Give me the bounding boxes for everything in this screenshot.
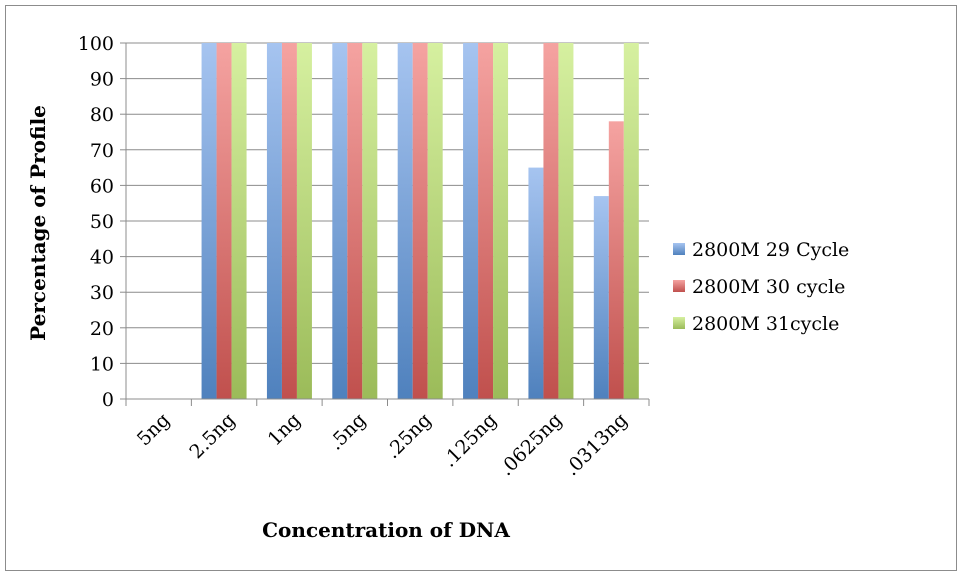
legend: 2800M 29 Cycle 2800M 30 cycle 2800M 31cycl… xyxy=(673,239,849,335)
legend-swatch xyxy=(673,243,685,255)
x-tick-label: 2.5ng xyxy=(185,409,239,463)
y-tick-label: 90 xyxy=(90,69,114,91)
chart-frame: 0 10 20 30 40 50 60 70 80 90 100 5ng 2.5ng 1ng .5ng .2… xyxy=(5,5,957,571)
y-tick-label: 50 xyxy=(90,211,114,233)
bar xyxy=(266,43,282,399)
bar xyxy=(623,43,639,399)
bar xyxy=(281,43,297,399)
y-tick-label: 30 xyxy=(90,282,114,304)
bar xyxy=(397,43,413,399)
bar xyxy=(608,121,624,399)
bar xyxy=(231,43,247,399)
y-tick-label: 10 xyxy=(90,353,114,375)
bar xyxy=(427,43,443,399)
x-axis-title: Concentration of DNA xyxy=(262,518,510,542)
y-tick-label: 60 xyxy=(90,175,114,197)
bar xyxy=(201,43,217,399)
y-axis-title: Percentage of Profile xyxy=(26,105,50,341)
x-tick-label: .125ng xyxy=(438,409,501,472)
x-tick-label: 1ng xyxy=(264,409,305,450)
x-tick-label: .25ng xyxy=(382,409,436,463)
x-tick-labels: 5ng 2.5ng 1ng .5ng .25ng .125ng.0625ng.0313ng xyxy=(133,409,632,480)
bar xyxy=(528,167,544,399)
bar xyxy=(558,43,574,399)
legend-swatch xyxy=(673,280,685,292)
x-tick-label: 5ng xyxy=(133,409,174,450)
y-tick-label: 40 xyxy=(90,247,114,269)
bar xyxy=(543,43,559,399)
x-tick-label: .0313ng xyxy=(561,409,632,480)
legend-label: 2800M 29 Cycle xyxy=(692,239,849,261)
y-tick-labels: 0 10 20 30 40 50 60 70 80 90 100 xyxy=(78,33,114,411)
bar xyxy=(412,43,428,399)
legend-label: 2800M 31cycle xyxy=(692,313,839,335)
legend-swatch xyxy=(673,317,685,329)
bar xyxy=(347,43,363,399)
x-tick-label: .0625ng xyxy=(495,409,566,480)
y-tick-label: 70 xyxy=(90,140,114,162)
y-tick-label: 80 xyxy=(90,104,114,126)
bar xyxy=(296,43,312,399)
x-tick-label: .5ng xyxy=(325,409,371,455)
bar xyxy=(493,43,509,399)
bars xyxy=(201,43,639,399)
bar xyxy=(332,43,348,399)
y-tick-label: 100 xyxy=(78,33,114,55)
bar xyxy=(478,43,494,399)
bar xyxy=(216,43,232,399)
bar xyxy=(593,196,609,399)
legend-label: 2800M 30 cycle xyxy=(692,276,845,298)
bar-chart: 0 10 20 30 40 50 60 70 80 90 100 5ng 2.5ng 1ng .5ng .2… xyxy=(26,33,849,542)
axes xyxy=(120,42,650,406)
y-tick-label: 20 xyxy=(90,318,114,340)
bar xyxy=(362,43,378,399)
bar xyxy=(463,43,479,399)
y-tick-label: 0 xyxy=(102,389,114,411)
